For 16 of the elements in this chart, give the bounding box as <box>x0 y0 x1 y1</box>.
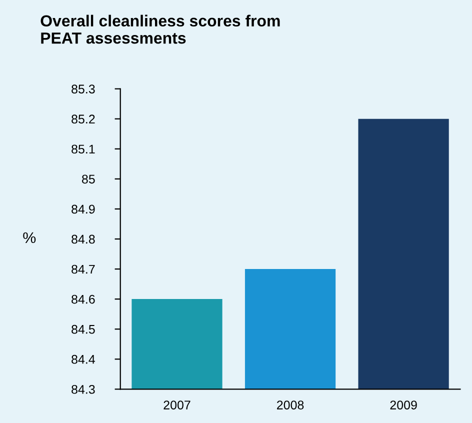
y-tick-label: 84.8 <box>72 234 95 244</box>
y-tick-label: 84.4 <box>72 354 95 364</box>
y-tick-label: 85.3 <box>72 84 95 94</box>
y-tick-label: 85 <box>82 174 95 184</box>
y-tick-label: 84.3 <box>72 384 95 394</box>
y-tick-label: 85.2 <box>72 114 95 124</box>
y-tick-label: 84.7 <box>72 264 95 274</box>
x-tick-label: 2007 <box>164 400 190 410</box>
y-tick-label: 84.5 <box>72 324 95 334</box>
y-axis-title: % <box>23 232 36 244</box>
y-tick-label: 84.6 <box>72 294 95 304</box>
chart-title: Overall cleanliness scores from PEAT assessments <box>40 14 280 44</box>
y-tick-label: 84.9 <box>72 204 95 214</box>
x-tick-label: 2009 <box>390 400 417 410</box>
y-tick-label: 85.1 <box>72 144 95 154</box>
x-tick-label: 2008 <box>277 400 304 410</box>
